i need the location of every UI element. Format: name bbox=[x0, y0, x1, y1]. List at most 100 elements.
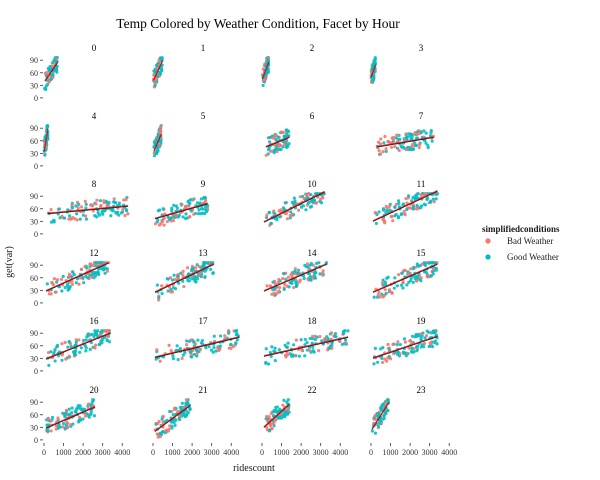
data-point bbox=[272, 410, 276, 414]
data-point bbox=[410, 334, 415, 338]
facet-panel-8: 8 0 30 60 90 bbox=[30, 179, 130, 239]
data-point bbox=[77, 420, 81, 424]
data-point bbox=[203, 269, 207, 273]
data-point bbox=[270, 292, 274, 296]
data-point bbox=[428, 134, 433, 138]
data-point bbox=[385, 398, 390, 402]
data-point bbox=[287, 285, 291, 289]
y-tick-label: 60 bbox=[30, 342, 38, 351]
data-point bbox=[188, 407, 192, 411]
data-point bbox=[264, 361, 268, 365]
data-point bbox=[311, 345, 315, 349]
data-point bbox=[291, 353, 295, 357]
data-point bbox=[175, 344, 179, 348]
data-point bbox=[160, 291, 164, 296]
data-point bbox=[290, 281, 294, 286]
data-point bbox=[78, 276, 82, 280]
data-point bbox=[98, 333, 102, 337]
data-point bbox=[67, 287, 71, 291]
data-point bbox=[376, 360, 380, 364]
data-point bbox=[424, 192, 428, 196]
data-point bbox=[422, 129, 426, 133]
data-point bbox=[84, 202, 88, 207]
data-point bbox=[82, 281, 86, 285]
y-tick-label: 30 bbox=[30, 354, 38, 363]
data-point bbox=[273, 358, 277, 363]
facet-label: 6 bbox=[310, 111, 315, 121]
data-point bbox=[294, 338, 298, 342]
data-point bbox=[278, 142, 282, 147]
x-tick-label: 0 bbox=[42, 448, 46, 457]
data-point bbox=[264, 414, 269, 419]
data-point bbox=[381, 149, 385, 154]
data-point bbox=[84, 338, 88, 342]
data-point bbox=[160, 284, 164, 288]
facet-label: 19 bbox=[417, 316, 427, 326]
trend-line-red bbox=[263, 190, 325, 222]
data-point bbox=[370, 429, 374, 433]
data-point bbox=[173, 277, 177, 282]
data-point bbox=[103, 271, 107, 275]
data-point bbox=[166, 215, 170, 219]
data-point bbox=[189, 338, 194, 342]
data-point bbox=[318, 199, 322, 203]
data-point bbox=[303, 337, 307, 342]
y-tick-label: 0 bbox=[34, 367, 38, 376]
data-point bbox=[63, 285, 67, 290]
data-point bbox=[99, 261, 103, 265]
data-point bbox=[103, 208, 107, 213]
data-point bbox=[273, 134, 277, 138]
data-point bbox=[107, 201, 111, 205]
data-point bbox=[49, 77, 53, 82]
data-point bbox=[395, 342, 399, 347]
data-point bbox=[274, 405, 278, 410]
data-point bbox=[286, 398, 290, 402]
data-point bbox=[90, 275, 94, 279]
data-point bbox=[195, 349, 199, 353]
trend-line-red bbox=[263, 336, 349, 357]
legend-key bbox=[485, 238, 491, 244]
facet-label: 7 bbox=[419, 111, 424, 121]
data-point bbox=[162, 216, 166, 220]
data-point bbox=[193, 265, 198, 270]
data-point bbox=[392, 135, 396, 140]
facet-label: 1 bbox=[201, 43, 206, 53]
data-point bbox=[394, 212, 398, 217]
data-point bbox=[411, 267, 416, 271]
data-point bbox=[168, 409, 172, 414]
y-tick-label: 30 bbox=[30, 149, 38, 158]
data-point bbox=[427, 344, 431, 349]
data-point bbox=[305, 195, 309, 199]
facet-panel-4: 4 0 30 60 90 bbox=[30, 111, 97, 171]
data-point bbox=[317, 349, 321, 353]
data-point bbox=[153, 222, 158, 226]
data-point bbox=[414, 193, 419, 197]
data-point bbox=[234, 329, 238, 334]
facet-label: 5 bbox=[201, 111, 206, 121]
data-point bbox=[162, 223, 166, 227]
data-point bbox=[346, 329, 350, 333]
data-point bbox=[49, 220, 54, 224]
data-point bbox=[295, 283, 299, 287]
data-point bbox=[66, 345, 70, 349]
data-point bbox=[398, 137, 402, 141]
facet-panel-12: 12 0 30 60 90 bbox=[30, 248, 111, 308]
data-point bbox=[182, 411, 186, 415]
data-point bbox=[63, 427, 67, 431]
data-point bbox=[50, 415, 55, 420]
data-point bbox=[383, 221, 387, 225]
data-point bbox=[164, 428, 168, 432]
data-point bbox=[406, 145, 410, 149]
data-point bbox=[267, 428, 272, 432]
trend-line-red bbox=[265, 136, 290, 147]
x-tick-label: 4000 bbox=[114, 448, 130, 457]
data-point bbox=[387, 288, 392, 292]
data-point bbox=[401, 203, 405, 207]
data-point bbox=[378, 152, 383, 156]
facet-label: 20 bbox=[90, 385, 100, 395]
data-point bbox=[324, 337, 328, 341]
data-point bbox=[318, 272, 322, 276]
data-point bbox=[58, 216, 62, 220]
data-point bbox=[104, 330, 108, 334]
legend-label: Good Weather bbox=[507, 252, 559, 262]
